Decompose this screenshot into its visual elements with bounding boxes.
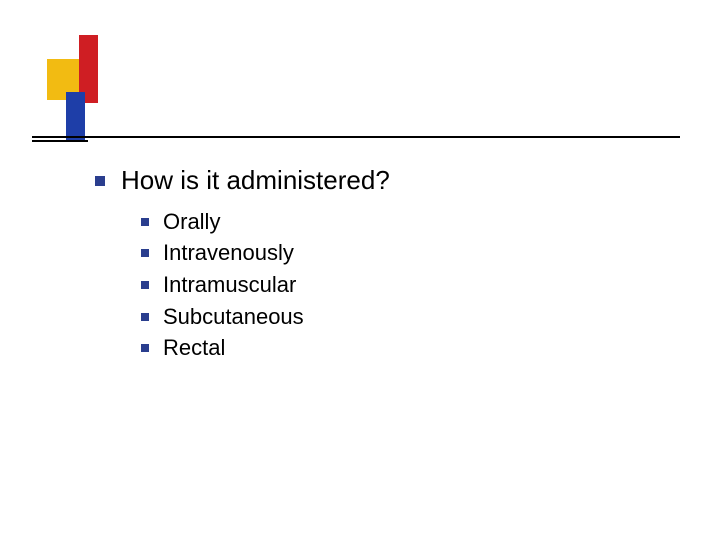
square-bullet-icon	[141, 344, 149, 352]
slide: How is it administered? Orally Intraveno…	[0, 0, 720, 540]
title-underline-long	[32, 136, 680, 138]
content-area: How is it administered? Orally Intraveno…	[95, 164, 390, 365]
sub-list: Orally Intravenously Intramuscular Subcu…	[141, 207, 390, 363]
list-item: Subcutaneous	[141, 302, 390, 332]
square-bullet-icon	[141, 218, 149, 226]
square-bullet-icon	[141, 249, 149, 257]
list-item: Intramuscular	[141, 270, 390, 300]
list-item-label: Rectal	[163, 333, 225, 363]
list-item-label: Orally	[163, 207, 220, 237]
list-item: Orally	[141, 207, 390, 237]
square-bullet-icon	[141, 281, 149, 289]
list-item: Rectal	[141, 333, 390, 363]
decor-blue-bar	[66, 92, 85, 142]
list-item-label: Intravenously	[163, 238, 294, 268]
list-item: Intravenously	[141, 238, 390, 268]
list-item-label: Intramuscular	[163, 270, 296, 300]
heading-row: How is it administered?	[95, 164, 390, 197]
list-item-label: Subcutaneous	[163, 302, 304, 332]
square-bullet-icon	[95, 176, 105, 186]
square-bullet-icon	[141, 313, 149, 321]
title-underline-short	[32, 140, 88, 142]
heading-text: How is it administered?	[121, 164, 390, 197]
